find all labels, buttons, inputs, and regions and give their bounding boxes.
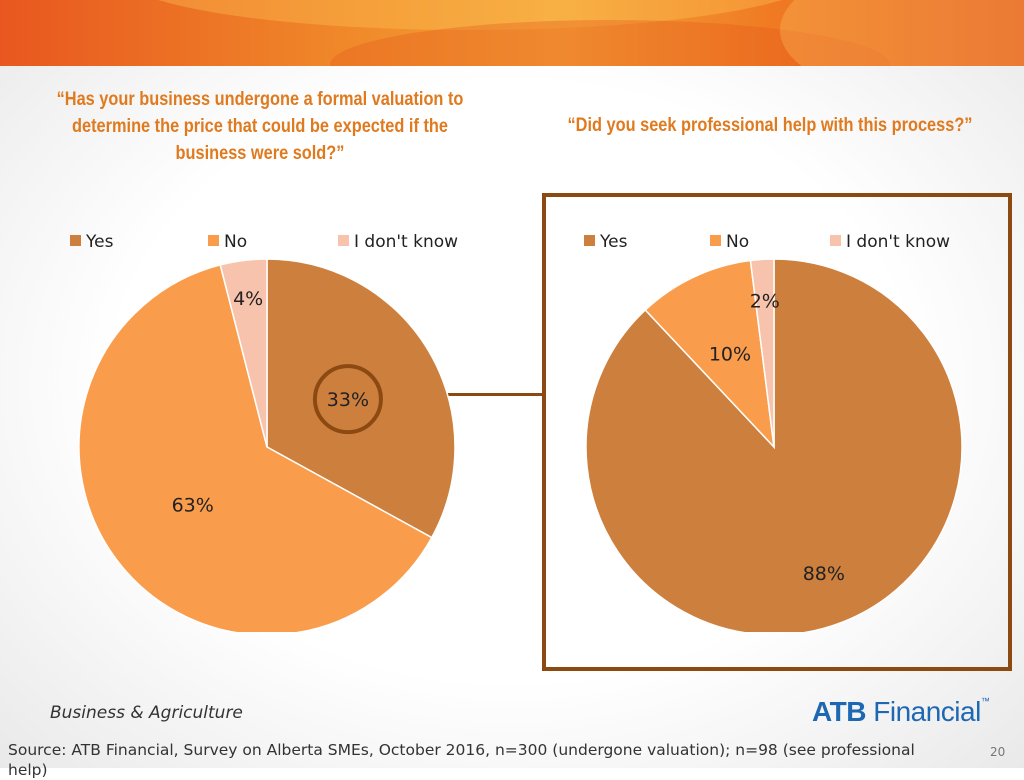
legend-label-2: I don't know	[354, 232, 458, 252]
data-label-2: 2%	[750, 291, 780, 313]
data-label-0: 88%	[803, 563, 845, 585]
data-label-1: 63%	[172, 495, 214, 517]
legend-swatch-1	[208, 235, 219, 246]
source-note: Source: ATB Financial, Survey on Alberta…	[8, 741, 915, 779]
atb-financial-logo: ATB Financial™	[812, 696, 990, 727]
callout-connector	[380, 393, 542, 396]
data-label-1: 10%	[709, 343, 751, 365]
pie-chart-valuation: Yes No I don't know 33% 63% 4%	[70, 232, 458, 632]
question-professional-help: “Did you seek professional help with thi…	[567, 115, 973, 136]
pie-slice-2	[219, 258, 268, 448]
data-label-0: 33%	[327, 389, 369, 411]
callout-ring	[312, 364, 383, 435]
pie-chart-professional-help: Yes No I don't know 88% 10% 2%	[584, 232, 963, 632]
data-label-2: 4%	[233, 288, 263, 310]
question-valuation: “Has your business undergone a formal va…	[56, 89, 464, 164]
legend-swatch-1	[710, 235, 721, 246]
header-banner	[0, 0, 1024, 66]
legend-swatch-0	[584, 235, 595, 246]
footer-label: Business & Agriculture	[50, 703, 243, 723]
pie-slice-0	[266, 258, 456, 539]
legend-swatch-2	[830, 235, 841, 246]
legend-label-1: No	[224, 232, 247, 252]
pie-slice-1	[644, 259, 776, 450]
legend-label-1: No	[726, 232, 749, 252]
legend-label-0: Yes	[599, 232, 628, 252]
pie-slice-1	[78, 263, 433, 632]
highlight-frame	[542, 193, 1012, 671]
pie-slice-2	[749, 258, 775, 448]
legend-label-0: Yes	[85, 232, 114, 252]
page-number: 20	[990, 745, 1006, 759]
legend-swatch-0	[70, 235, 81, 246]
legend-label-2: I don't know	[846, 232, 950, 252]
legend-swatch-2	[338, 235, 349, 246]
